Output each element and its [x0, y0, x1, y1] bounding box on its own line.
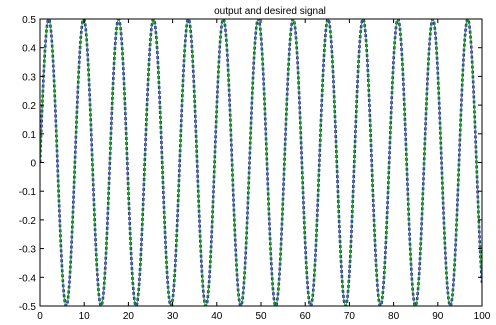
x-tick-label: 100	[474, 311, 491, 322]
y-tick-label: 0.5	[22, 15, 36, 26]
y-tick-label: 0	[30, 159, 36, 170]
x-axis: 0 10 20 30 40 50 60 70 80 90 100	[37, 19, 491, 322]
x-tick-label: 40	[211, 311, 223, 322]
y-tick-label: 0.2	[22, 101, 36, 112]
chart-title: output and desired signal	[214, 6, 326, 17]
x-tick-label: 20	[123, 311, 135, 322]
plot-area: 0 10 20 30 40 50 60 70 80 90 100 -0.5-0.4-0.3-0.2-…	[19, 15, 491, 322]
series-layer	[40, 19, 482, 306]
y-axis: -0.5 -0.4 -0.3 -0.2 -0.1 0 0.1 0.2 0.3 0.4 0.5	[19, 15, 482, 313]
y-tick-label: -0.1	[19, 187, 37, 198]
x-tick-label: 0	[37, 311, 43, 322]
x-tick-label: 10	[79, 311, 91, 322]
y-tick-label: 0.3	[22, 72, 36, 83]
x-tick-label: 50	[255, 311, 267, 322]
y-tick-label: -0.5	[19, 302, 37, 313]
series-line-0	[40, 19, 482, 306]
y-tick-label: -0.3	[19, 245, 37, 256]
x-tick-label: 90	[432, 311, 444, 322]
y-tick-label: -0.2	[19, 216, 37, 227]
y-tick-label: 0.4	[22, 44, 36, 55]
series-line-1	[40, 19, 482, 306]
x-tick-label: 30	[167, 311, 179, 322]
y-tick-label: 0.1	[22, 130, 36, 141]
x-tick-label: 80	[388, 311, 400, 322]
x-tick-label: 60	[300, 311, 312, 322]
x-tick-label: 70	[344, 311, 356, 322]
y-tick-label: -0.4	[19, 273, 37, 284]
